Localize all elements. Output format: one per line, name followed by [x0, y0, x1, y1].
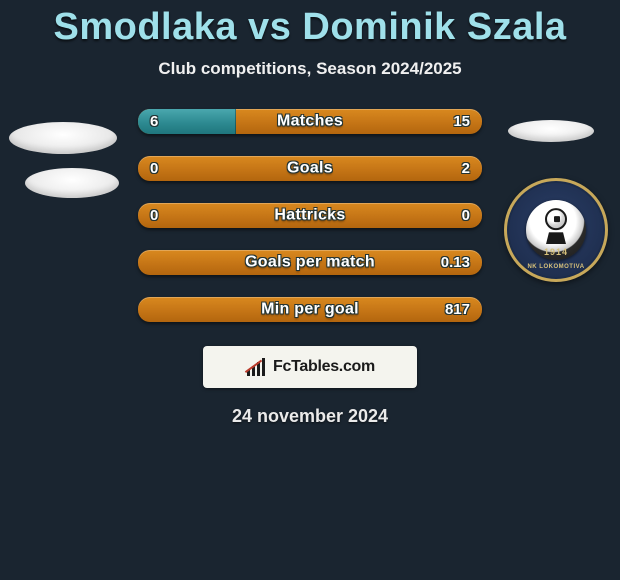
stat-value-right: 15 — [453, 112, 470, 129]
crest-name: NK LOKOMOTIVA — [507, 264, 605, 270]
stat-label: Goals — [138, 159, 482, 177]
stat-bar: Goals per match 0.13 — [138, 250, 482, 275]
stat-bar: 0 Goals 2 — [138, 156, 482, 181]
brand-chart-icon — [245, 358, 267, 376]
stat-label: Hattricks — [138, 206, 482, 224]
stat-label: Min per goal — [138, 300, 482, 318]
crest-year: 1914 — [507, 247, 605, 257]
crest-ring-icon: 1914 NK LOKOMOTIVA — [504, 178, 608, 282]
brand-text: FcTables.com — [273, 358, 375, 376]
page-subtitle: Club competitions, Season 2024/2025 — [0, 59, 620, 79]
stat-value-right: 817 — [445, 300, 470, 317]
brand-link[interactable]: FcTables.com — [203, 346, 417, 388]
stat-bars: 6 Matches 15 0 Goals 2 0 Hattricks 0 Goa… — [138, 109, 482, 322]
stat-label: Goals per match — [138, 253, 482, 271]
stat-label: Matches — [138, 112, 482, 130]
stat-bar: 0 Hattricks 0 — [138, 203, 482, 228]
stat-bar: 6 Matches 15 — [138, 109, 482, 134]
stat-value-right: 0.13 — [441, 253, 470, 270]
avatar-placeholder-icon — [508, 120, 594, 142]
stat-value-right: 2 — [462, 159, 470, 176]
comparison-card: Smodlaka vs Dominik Szala Club competiti… — [0, 0, 620, 580]
avatar-placeholder-icon — [25, 168, 119, 198]
stat-value-right: 0 — [462, 206, 470, 223]
club-crest: 1914 NK LOKOMOTIVA — [504, 178, 608, 282]
crest-ball-icon — [540, 208, 572, 250]
snapshot-date: 24 november 2024 — [0, 406, 620, 427]
stat-bar: Min per goal 817 — [138, 297, 482, 322]
avatar-placeholder-icon — [9, 122, 117, 154]
page-title: Smodlaka vs Dominik Szala — [0, 6, 620, 49]
player-right-avatar — [496, 120, 606, 142]
player-left-avatar — [8, 122, 118, 198]
